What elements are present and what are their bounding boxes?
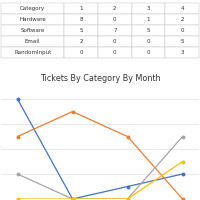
Email: [181, 135, 184, 138]
Title: Tickets By Category By Month: Tickets By Category By Month: [40, 74, 160, 83]
RandomInput: [126, 198, 129, 200]
Hardware: [71, 198, 74, 200]
Software: [16, 135, 19, 138]
Software: [126, 135, 129, 138]
Hardware: [181, 173, 184, 175]
Hardware: [126, 185, 129, 188]
Software: [71, 110, 74, 113]
Line: Software: Software: [16, 110, 184, 200]
Line: Email: Email: [16, 135, 184, 200]
RandomInput: [71, 198, 74, 200]
Line: Hardware: Hardware: [16, 98, 184, 200]
RandomInput: [181, 160, 184, 163]
Hardware: [16, 98, 19, 100]
Email: [71, 198, 74, 200]
Email: [16, 173, 19, 175]
Software: [181, 198, 184, 200]
RandomInput: [16, 198, 19, 200]
Email: [126, 198, 129, 200]
Line: RandomInput: RandomInput: [16, 160, 184, 200]
